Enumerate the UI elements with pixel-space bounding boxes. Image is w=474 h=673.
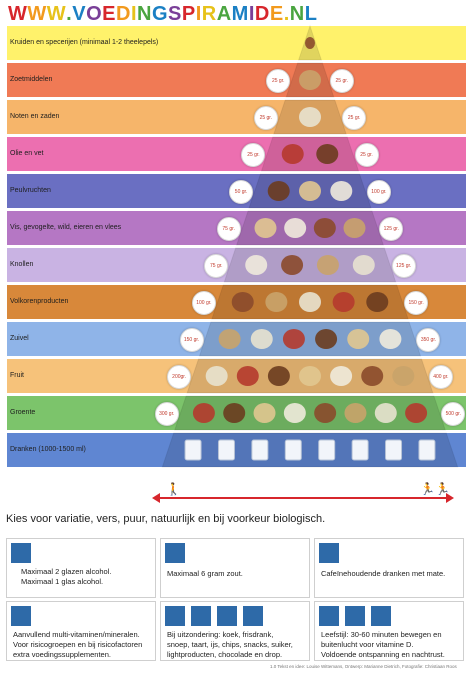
- exercise-icon: [319, 606, 339, 626]
- tier-label: Zoetmiddelen: [10, 76, 53, 83]
- tier-band: Zuivel: [7, 322, 466, 356]
- info-line: Maximaal 6 gram zout.: [167, 569, 243, 578]
- info-line: Maximaal 1 glas alcohol.: [21, 577, 104, 586]
- bed-icon: [371, 606, 391, 626]
- info-line: Maximaal 2 glazen alcohol.: [21, 567, 112, 576]
- arrow-right-icon: [446, 493, 454, 503]
- tier-band: Fruit: [7, 359, 466, 393]
- amount-badge-min: 25 gr.: [266, 69, 291, 93]
- supplement-icon: [11, 606, 31, 626]
- amount-badge-max: 100 gr.: [366, 180, 391, 204]
- info-line: Aanvullend multi-vitaminen/mineralen.: [13, 630, 140, 639]
- info-box: Aanvullend multi-vitaminen/mineralen. Voo…: [6, 601, 156, 661]
- amount-badge-min: 300 gr.: [154, 402, 179, 426]
- tier-label: Fruit: [10, 372, 24, 379]
- info-box: Leefstijl: 30-60 minuten bewegen en buite…: [314, 601, 464, 661]
- tier-band: Olie en vet: [7, 137, 466, 171]
- info-line: Cafeïnehoudende dranken met mate.: [321, 569, 446, 578]
- walker-icon: 🚶: [166, 482, 181, 496]
- amount-badge-max: 25 gr.: [354, 143, 379, 167]
- tier-label: Kruiden en specerijen (minimaal 1-2 thee…: [10, 39, 159, 46]
- info-line: Voldoende ontspanning en nachtrust.: [321, 650, 445, 659]
- runners-icon: 🏃🏃: [420, 482, 450, 496]
- amount-badge-max: 125 gr.: [391, 254, 416, 278]
- tier-label: Peulvruchten: [10, 187, 51, 194]
- info-line: Bij uitzondering: koek, frisdrank,: [167, 630, 274, 639]
- tier-label: Olie en vet: [10, 150, 44, 157]
- tier-label: Noten en zaden: [10, 113, 60, 120]
- tier-band: Groente: [7, 396, 466, 430]
- info-line: buitenlucht voor vitamine D.: [321, 640, 414, 649]
- info-line: snoep, taart, ijs, chips, snacks, suiker…: [167, 640, 293, 649]
- info-box: Bij uitzondering: koek, frisdrank, snoep,…: [160, 601, 310, 661]
- tier-label: Vis, gevogelte, wild, eieren en vlees: [10, 224, 122, 231]
- info-line: lightproducten, chocolade en drop.: [167, 650, 283, 659]
- amount-badge-max: 25 gr.: [329, 69, 354, 93]
- tier-band: Volkorenproducten: [7, 285, 466, 319]
- cake-icon: [217, 606, 237, 626]
- tagline: Kies voor variatie, vers, puur, natuurli…: [6, 513, 326, 525]
- salt-icon: [165, 543, 185, 563]
- glass-icon: [11, 543, 31, 563]
- arrow-left-icon: [152, 493, 160, 503]
- arrow-line: [158, 497, 448, 499]
- bottle-icon: [191, 606, 211, 626]
- info-box: Maximaal 2 glazen alcohol. Maximaal 1 gla…: [6, 538, 156, 598]
- amount-badge-min: 50 gr.: [229, 180, 254, 204]
- amount-badge-min: 100 gr.: [191, 291, 216, 315]
- info-box: Cafeïnehoudende dranken met mate.: [314, 538, 464, 598]
- amount-badge-min: 150 gr.: [179, 328, 204, 352]
- tier-band: Kruiden en specerijen (minimaal 1-2 thee…: [7, 26, 466, 60]
- candy-icon: [165, 606, 185, 626]
- amount-badge-min: 75 gr.: [204, 254, 229, 278]
- tier-label: Dranken (1000-1500 ml): [10, 446, 86, 453]
- site-title: WWW.VOEDINGSPIRAMIDE.NL: [8, 3, 318, 25]
- tier-label: Groente: [10, 409, 36, 416]
- tier-band: Zoetmiddelen: [7, 63, 466, 97]
- sun-icon: [345, 606, 365, 626]
- amount-badge-max: 150 gr.: [404, 291, 429, 315]
- info-line: Leefstijl: 30-60 minuten bewegen en: [321, 630, 442, 639]
- coffee-icon: [319, 543, 339, 563]
- amount-badge-min: 25 gr.: [253, 106, 278, 130]
- tier-band: Noten en zaden: [7, 100, 466, 134]
- amount-badge-min: 75 gr.: [216, 217, 241, 241]
- info-line: extra voedingssupplementen.: [13, 650, 111, 659]
- amount-badge-min: 200gr.: [167, 365, 192, 389]
- amount-badge-min: 25 gr.: [241, 143, 266, 167]
- amount-badge-max: 400 gr.: [428, 365, 453, 389]
- info-line: Voor risicogroepen en bij risicofactoren: [13, 640, 143, 649]
- amount-badge-max: 25 gr.: [342, 106, 367, 130]
- tier-label: Zuivel: [10, 335, 29, 342]
- snack-icon: [243, 606, 263, 626]
- info-box: Maximaal 6 gram zout.: [160, 538, 310, 598]
- tier-label: Knollen: [10, 261, 34, 268]
- tier-label: Volkorenproducten: [10, 298, 69, 305]
- tier-band: Dranken (1000-1500 ml): [7, 433, 466, 467]
- credits: 1.0 Tekst en idee: Louise Wittemans, Ont…: [270, 664, 457, 669]
